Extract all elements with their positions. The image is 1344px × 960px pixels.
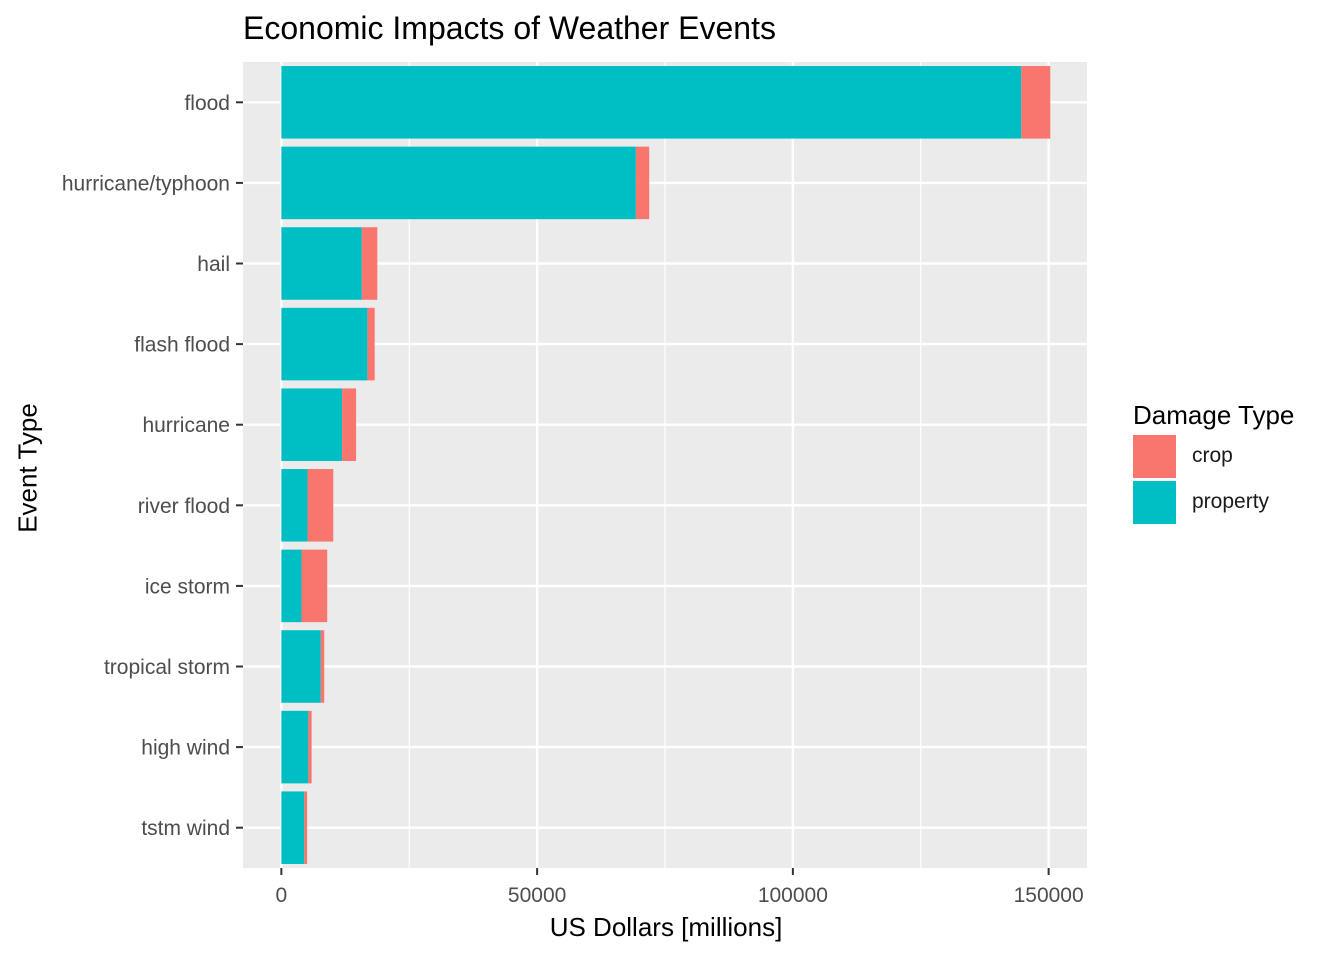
y-tick-label: hurricane/typhoon: [62, 172, 230, 195]
x-tick-label: 0: [276, 884, 288, 907]
bar-crop-high-wind: [308, 710, 312, 784]
bar-crop-hail: [361, 227, 378, 300]
bar-crop-flash-flood: [367, 307, 375, 381]
bar-crop-hurricane-typhoon: [635, 146, 650, 220]
bar-crop-flood: [1021, 66, 1051, 139]
y-tick-label: flash flood: [134, 334, 230, 357]
bar-property-hail: [281, 227, 362, 300]
y-tick-label: hail: [197, 253, 230, 276]
chart-title: Economic Impacts of Weather Events: [243, 10, 776, 46]
bar-crop-tropical-storm: [320, 630, 325, 703]
y-tick-label: high wind: [141, 737, 230, 760]
bar-crop-tstm-wind: [304, 791, 308, 864]
y-tick-label: river flood: [138, 495, 230, 518]
bar-property-tropical-storm: [281, 630, 321, 703]
bar-property-hurricane-typhoon: [281, 146, 636, 220]
legend-key-property: [1133, 480, 1176, 524]
y-tick-label: flood: [184, 92, 230, 115]
bar-crop-hurricane: [342, 388, 357, 461]
y-tick-label: hurricane: [142, 414, 230, 437]
y-tick-label: tstm wind: [141, 817, 230, 840]
bar-property-hurricane: [281, 388, 343, 461]
bar-crop-river-flood: [307, 469, 334, 542]
y-tick-label: tropical storm: [104, 656, 230, 679]
legend-title: Damage Type: [1133, 400, 1295, 430]
legend-label-crop: crop: [1192, 444, 1233, 467]
legend-key-crop: [1133, 434, 1176, 478]
x-tick-label: 100000: [758, 884, 828, 907]
bar-property-tstm-wind: [281, 791, 305, 864]
bar-property-flash-flood: [281, 307, 368, 381]
legend-item-crop: crop: [1133, 434, 1294, 478]
legend-label-property: property: [1192, 490, 1270, 513]
bar-property-flood: [281, 66, 1022, 139]
legend-item-property: property: [1133, 480, 1294, 524]
bar-property-high-wind: [281, 710, 309, 784]
bar-property-ice-storm: [281, 549, 302, 623]
y-tick-label: ice storm: [145, 575, 230, 598]
bar-crop-ice-storm: [301, 549, 328, 623]
bar-property-river-flood: [281, 469, 308, 542]
x-axis-label: US Dollars [millions]: [549, 912, 783, 942]
x-tick-label: 50000: [508, 884, 566, 907]
x-tick-label: 150000: [1014, 884, 1084, 907]
legend: Damage Type crop property: [1133, 400, 1295, 524]
